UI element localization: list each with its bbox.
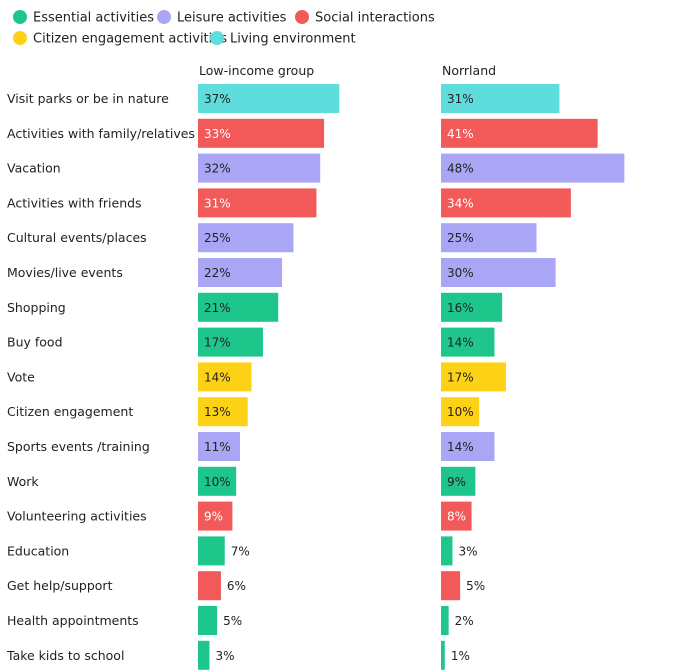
- category-label: Vote: [7, 369, 35, 384]
- value-label: 17%: [204, 336, 231, 350]
- value-label: 8%: [447, 510, 466, 524]
- value-label: 21%: [204, 301, 231, 315]
- bar-0: [198, 536, 225, 566]
- bar-0: [198, 258, 283, 287]
- category-label: Activities with family/relatives: [7, 126, 195, 141]
- category-label: Education: [7, 543, 69, 558]
- bar-0: [198, 188, 317, 218]
- bar-1: [441, 258, 556, 287]
- category-label: Movies/live events: [7, 265, 123, 280]
- value-label: 25%: [447, 231, 474, 245]
- legend-label-living: Living environment: [230, 32, 356, 47]
- value-label: 33%: [204, 127, 231, 141]
- value-label: 22%: [204, 266, 231, 280]
- legend-label-social: Social interactions: [315, 11, 435, 26]
- bar-1: [441, 466, 476, 496]
- value-label: 30%: [447, 266, 474, 280]
- value-label: 3%: [215, 649, 234, 663]
- bar-0: [198, 362, 252, 392]
- value-label: 25%: [204, 231, 231, 245]
- category-label: Visit parks or be in nature: [7, 91, 169, 106]
- legend-label-citizen: Citizen engagement activities: [33, 32, 227, 47]
- bar-0: [198, 292, 279, 322]
- value-label: 7%: [231, 544, 250, 558]
- bar-0: [198, 84, 340, 113]
- bar-0: [198, 223, 294, 253]
- bar-1: [441, 640, 445, 670]
- value-label: 10%: [204, 475, 231, 489]
- bar-1: [441, 84, 560, 113]
- bar-1: [441, 327, 495, 357]
- legend-label-essential: Essential activities: [33, 11, 154, 26]
- category-label: Sports events /training: [7, 439, 150, 454]
- category-label: Buy food: [7, 335, 63, 350]
- bar-1: [441, 571, 461, 601]
- value-label: 34%: [447, 196, 474, 210]
- category-label: Health appointments: [7, 613, 139, 628]
- bar-1: [441, 606, 449, 635]
- bar-1: [441, 501, 472, 531]
- category-label: Vacation: [7, 161, 61, 176]
- value-label: 14%: [447, 440, 474, 454]
- bar-1: [441, 292, 503, 322]
- legend-swatch-social: [295, 10, 309, 24]
- legend-swatch-essential: [13, 10, 27, 24]
- category-label: Cultural events/places: [7, 230, 147, 245]
- bar-0: [198, 327, 263, 357]
- category-label: Get help/support: [7, 578, 113, 593]
- legend-swatch-citizen: [13, 31, 27, 45]
- legend-swatch-living: [210, 31, 224, 45]
- bar-1: [441, 223, 537, 253]
- value-label: 11%: [204, 440, 231, 454]
- category-label: Citizen engagement: [7, 404, 133, 419]
- value-label: 5%: [223, 614, 242, 628]
- bar-0: [198, 397, 248, 427]
- value-label: 9%: [204, 510, 223, 524]
- value-label: 31%: [204, 196, 231, 210]
- bar-0: [198, 432, 241, 461]
- bar-1: [441, 432, 495, 461]
- value-label: 37%: [204, 92, 231, 106]
- bar-0: [198, 640, 210, 670]
- bar-0: [198, 153, 321, 183]
- bar-1: [441, 536, 453, 566]
- category-label: Shopping: [7, 300, 66, 315]
- value-label: 1%: [451, 649, 470, 663]
- value-label: 16%: [447, 301, 474, 315]
- value-label: 14%: [204, 370, 231, 384]
- value-label: 13%: [204, 405, 231, 419]
- category-label: Volunteering activities: [7, 509, 147, 524]
- value-label: 17%: [447, 370, 474, 384]
- value-label: 10%: [447, 405, 474, 419]
- value-label: 5%: [466, 579, 485, 593]
- value-label: 2%: [455, 614, 474, 628]
- value-label: 6%: [227, 579, 246, 593]
- bar-1: [441, 362, 506, 392]
- legend-swatch-leisure: [157, 10, 171, 24]
- bar-1: [441, 397, 480, 427]
- legend-label-leisure: Leisure activities: [177, 11, 287, 26]
- group-title-1: Norrland: [442, 63, 496, 78]
- value-label: 32%: [204, 162, 231, 176]
- category-label: Activities with friends: [7, 195, 142, 210]
- bar-0: [198, 466, 237, 496]
- bar-0: [198, 571, 221, 601]
- category-label: Take kids to school: [6, 648, 124, 663]
- value-label: 9%: [447, 475, 466, 489]
- value-label: 14%: [447, 336, 474, 350]
- bar-1: [441, 153, 625, 183]
- value-label: 3%: [458, 544, 477, 558]
- bar-0: [198, 501, 233, 531]
- value-label: 41%: [447, 127, 474, 141]
- bar-0: [198, 118, 325, 148]
- bar-1: [441, 188, 571, 218]
- bar-0: [198, 606, 218, 635]
- bar-1: [441, 118, 598, 148]
- value-label: 48%: [447, 162, 474, 176]
- category-label: Work: [7, 474, 39, 489]
- value-label: 31%: [447, 92, 474, 106]
- group-title-0: Low-income group: [199, 63, 314, 78]
